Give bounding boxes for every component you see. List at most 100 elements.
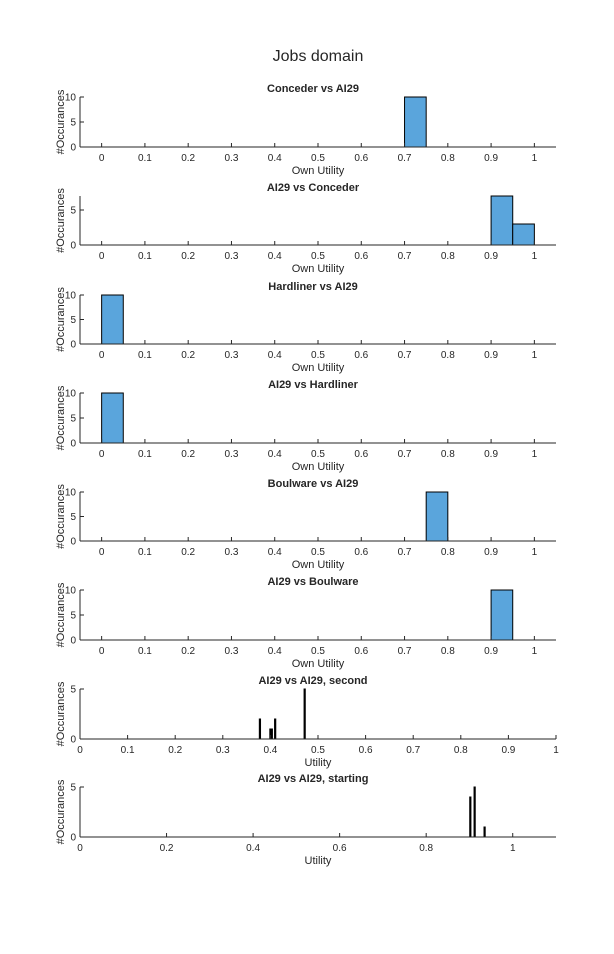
x-tick-label-1-6: 0.5 [311,153,325,164]
bar-7-3 [270,728,273,740]
x-tick-label-1-5: 0.4 [268,153,282,164]
figure-title: Jobs domain [273,48,364,65]
x-tick-label-2-6: 0.5 [311,251,325,262]
y-tick-label-5-3: 10 [65,488,77,499]
x-tick-label-6-4: 0.3 [225,646,239,657]
x-tick-label-3-3: 0.2 [181,350,195,361]
x-tick-label-1-9: 0.8 [441,153,455,164]
x-tick-label-6-11: 1 [532,646,538,657]
x-axis-label-2: Own Utility [292,263,345,275]
y-tick-label-8-2: 5 [70,783,76,794]
x-tick-label-2-7: 0.6 [354,251,368,262]
y-tick-label-3-1: 0 [70,340,76,351]
x-tick-label-8-5: 0.8 [419,843,433,854]
x-tick-label-6-8: 0.7 [398,646,412,657]
bar-8-2 [473,786,476,838]
x-tick-label-1-3: 0.2 [181,153,195,164]
y-axis-label-2: #Occurances [55,188,67,253]
x-tick-label-5-4: 0.3 [225,547,239,558]
y-tick-label-6-3: 10 [65,586,77,597]
x-tick-label-4-4: 0.3 [225,449,239,460]
subplot-8: 0 0.2 0.4 0.6 0.8 1 0 5 AI29 vs AI29, starting Ut… [55,773,556,867]
y-tick-label-5-2: 5 [70,512,76,523]
x-tick-label-3-8: 0.7 [398,350,412,361]
subplot-title-4: AI29 vs Hardliner [268,379,359,391]
x-tick-label-4-3: 0.2 [181,449,195,460]
x-tick-label-5-11: 1 [532,547,538,558]
x-tick-label-2-11: 1 [532,251,538,262]
y-tick-label-5-1: 0 [70,537,76,548]
x-tick-label-1-4: 0.3 [225,153,239,164]
x-tick-label-2-5: 0.4 [268,251,282,262]
bar-3-1 [101,294,124,345]
bar-5-1 [425,491,449,542]
x-tick-label-4-2: 0.1 [138,449,152,460]
x-tick-label-7-11: 1 [553,745,559,756]
y-axis-label-5: #Occurances [55,484,67,549]
x-axis-label-3: Own Utility [292,362,345,374]
y-tick-label-2-1: 0 [70,241,76,252]
y-tick-label-4-2: 5 [70,414,76,425]
y-axis-label-3: #Occurances [55,287,67,352]
bar-2-1 [490,195,514,246]
x-tick-label-6-7: 0.6 [354,646,368,657]
x-tick-label-5-3: 0.2 [181,547,195,558]
x-tick-label-1-1: 0 [99,153,105,164]
bar-7-5 [303,688,306,740]
x-tick-label-4-6: 0.5 [311,449,325,460]
x-tick-label-7-7: 0.6 [359,745,373,756]
x-tick-label-5-2: 0.1 [138,547,152,558]
x-tick-label-1-2: 0.1 [138,153,152,164]
x-tick-label-7-3: 0.2 [168,745,182,756]
x-tick-label-5-1: 0 [99,547,105,558]
bar-6-1 [490,589,514,641]
x-tick-label-6-2: 0.1 [138,646,152,657]
x-axis-label-4: Own Utility [292,461,345,473]
x-tick-label-2-3: 0.2 [181,251,195,262]
x-axis-label-1: Own Utility [292,165,345,177]
y-axis-label-7: #Occurances [55,681,67,746]
x-tick-label-4-11: 1 [532,449,538,460]
x-tick-label-1-10: 0.9 [484,153,498,164]
y-tick-label-3-3: 10 [65,291,77,302]
x-tick-label-3-7: 0.6 [354,350,368,361]
subplot-2: 0 0.1 0.2 0.3 0.4 0.5 0.6 0.7 0.8 0.9 1 0 5 AI29 vs C… [55,182,556,275]
x-tick-label-4-7: 0.6 [354,449,368,460]
subplot-title-7: AI29 vs AI29, second [258,675,367,687]
subplot-title-8: AI29 vs AI29, starting [258,773,369,785]
x-axis-label-8: Utility [305,855,332,867]
x-tick-label-8-1: 0 [77,843,83,854]
x-tick-label-3-4: 0.3 [225,350,239,361]
subplot-title-3: Hardliner vs AI29 [268,281,357,293]
y-tick-label-8-1: 0 [70,833,76,844]
x-tick-label-3-1: 0 [99,350,105,361]
x-tick-label-7-6: 0.5 [311,745,325,756]
bar-2-2 [512,223,535,246]
x-tick-label-4-8: 0.7 [398,449,412,460]
y-tick-label-6-1: 0 [70,636,76,647]
bar-7-1 [258,718,262,740]
y-tick-label-7-2: 5 [70,685,76,696]
x-tick-label-5-7: 0.6 [354,547,368,558]
x-tick-label-3-9: 0.8 [441,350,455,361]
y-tick-label-4-3: 10 [65,389,77,400]
x-tick-label-5-8: 0.7 [398,547,412,558]
bar-4-1 [101,392,124,444]
subplot-title-2: AI29 vs Conceder [267,182,360,194]
x-tick-label-3-6: 0.5 [311,350,325,361]
subplot-3: 0 0.1 0.2 0.3 0.4 0.5 0.6 0.7 0.8 0.9 10510Hardlin… [55,281,556,374]
x-tick-label-6-1: 0 [99,646,105,657]
bar-1-1 [404,96,427,148]
x-tick-label-4-10: 0.9 [484,449,498,460]
y-axis-label-4: #Occurances [55,385,67,450]
x-tick-label-7-2: 0.1 [121,745,135,756]
x-tick-label-1-11: 1 [532,153,538,164]
x-tick-label-7-4: 0.3 [216,745,230,756]
subplot-title-1: Conceder vs AI29 [267,83,359,95]
x-tick-label-3-10: 0.9 [484,350,498,361]
x-tick-label-7-1: 0 [77,745,83,756]
x-tick-label-1-8: 0.7 [398,153,412,164]
bar-7-4 [274,718,277,740]
subplot-1: 0 0.1 0.2 0.3 0.4 0.5 0.6 0.7 0.8 0.9 10510Concede… [55,83,556,177]
